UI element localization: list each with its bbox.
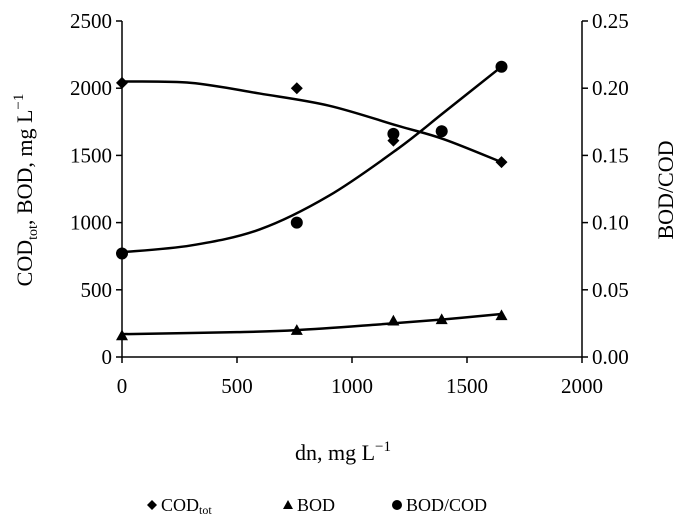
y-axis-label-cod: COD (12, 240, 37, 286)
data-point-bod-cod (495, 60, 508, 73)
y2-tick-label: 0.15 (592, 143, 629, 167)
data-point-cod (116, 76, 128, 89)
y2-tick-label: 0.25 (592, 9, 629, 33)
y-tick-label: 2000 (70, 76, 112, 100)
data-point-bod-cod (387, 127, 400, 140)
data-point-bod-cod (290, 216, 303, 229)
data-point-bod (387, 314, 400, 326)
y-tick-label: 1500 (70, 143, 112, 167)
x-axis-label-exponent: −1 (375, 439, 391, 455)
y-axis-label: CODtot, BOD, mg L−1 (11, 94, 41, 287)
series-bod-cod (116, 60, 508, 260)
y2-tick-label: 0.05 (592, 278, 629, 302)
x-axis-label: dn, mg L−1 (295, 439, 391, 465)
legend-bod-cod: BOD/COD (392, 495, 487, 515)
legend-bod: BOD (283, 495, 335, 515)
y2-tick-label: 0.10 (592, 211, 629, 235)
y-axis-label-exponent: −1 (11, 94, 27, 110)
series-layer (116, 60, 508, 341)
data-point-bod (495, 309, 508, 321)
y2-axis-label: BOD/COD (653, 140, 678, 239)
data-point-cod (495, 156, 508, 169)
legend-marker-circle (392, 500, 402, 510)
x-tick-label: 2000 (561, 374, 603, 398)
x-tick-label: 1000 (331, 374, 373, 398)
legend-label: BOD/COD (406, 495, 487, 515)
legend: CODtot BOD BOD/COD (147, 495, 487, 517)
trend-line-bod-cod (121, 65, 503, 254)
legend-label: BOD (297, 495, 335, 515)
y-tick-label: 500 (81, 278, 113, 302)
y-tick-label: 0 (102, 345, 113, 369)
series-bod (116, 309, 508, 341)
data-point-bod (435, 313, 448, 325)
axes: 0 500 1000 1500 2000 0 500 1000 1500 2000 2500 0.00… (70, 9, 629, 398)
y2-tick-label: 0.00 (592, 345, 629, 369)
y-tick-label: 2500 (70, 9, 112, 33)
y-tick-label: 1000 (70, 211, 112, 235)
data-point-bod (290, 324, 303, 335)
legend-marker-triangle (283, 500, 293, 509)
legend-marker-diamond (147, 500, 157, 510)
data-point-bod (116, 329, 128, 341)
y2-tick-label: 0.20 (592, 76, 629, 100)
y-axis-label-rest: , BOD, mg L (12, 110, 37, 226)
y-axis-label-subscript: tot (26, 225, 41, 240)
x-tick-label: 500 (221, 374, 253, 398)
x-tick-label: 0 (117, 374, 128, 398)
axis-labels: dn, mg L−1 CODtot, BOD, mg L−1 BOD/COD (11, 94, 678, 465)
data-point-cod (290, 82, 303, 95)
x-axis-label-text: dn, mg L (295, 440, 375, 465)
legend-cod: CODtot (147, 495, 212, 517)
series-cod (116, 76, 508, 169)
data-point-bod-cod (116, 247, 128, 260)
legend-label: CODtot (161, 495, 212, 517)
data-point-bod-cod (435, 125, 448, 138)
x-tick-label: 1500 (446, 374, 488, 398)
trend-line-cod (121, 80, 502, 164)
